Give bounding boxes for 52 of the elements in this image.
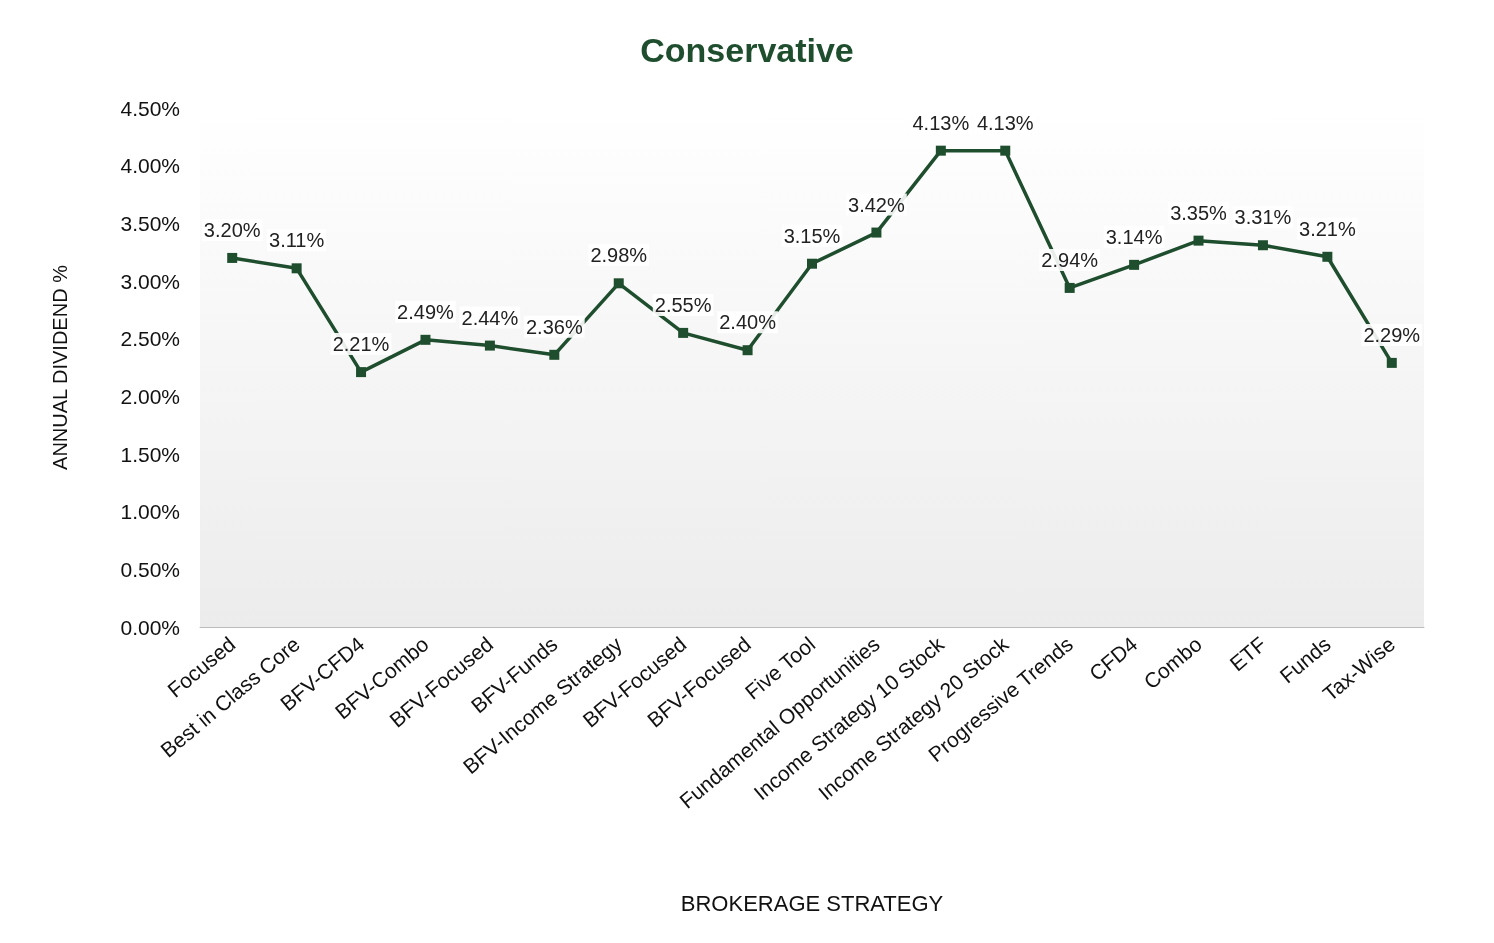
data-label: 2.36% [525, 315, 583, 338]
point [1257, 240, 1268, 251]
data-label: 2.44% [461, 306, 519, 329]
y-tick-label: 4.50% [120, 96, 180, 120]
point [742, 345, 753, 356]
data-label: 2.29% [1363, 323, 1421, 346]
y-tick-label: 1.50% [120, 442, 180, 466]
point [871, 227, 882, 238]
y-axis-title: ANNUAL DIVIDEND % [49, 264, 71, 470]
y-tick-label: 3.00% [120, 269, 180, 293]
point [1064, 282, 1075, 293]
point [807, 258, 817, 269]
point [484, 340, 495, 351]
data-label: 2.98% [590, 244, 648, 267]
data-label: 3.35% [1170, 201, 1228, 224]
y-tick-label: 0.00% [120, 615, 180, 639]
data-label: 3.20% [203, 218, 261, 241]
y-tick-label: 1.00% [120, 500, 180, 524]
data-label: 2.94% [1041, 248, 1099, 271]
y-tick-label: 4.00% [120, 154, 180, 178]
point [1000, 145, 1011, 156]
data-label: 3.15% [783, 224, 841, 247]
data-label: 2.40% [719, 311, 777, 334]
data-label: 4.13% [976, 111, 1034, 134]
point [356, 367, 367, 378]
point [1193, 235, 1204, 246]
y-tick-label: 3.50% [120, 211, 180, 235]
point [1386, 357, 1397, 368]
y-tick-label: 2.50% [120, 327, 180, 351]
point [678, 327, 689, 338]
data-label: 2.21% [332, 333, 390, 356]
data-label: 3.11% [269, 229, 325, 252]
point [291, 263, 302, 274]
x-axis-title: BROKERAGE STRATEGY [680, 890, 944, 916]
point [613, 278, 624, 289]
data-label: 2.49% [397, 300, 455, 323]
point [420, 334, 431, 345]
point [1322, 251, 1333, 262]
point [1129, 259, 1140, 270]
data-label: 4.13% [912, 111, 970, 134]
y-tick-label: 2.00% [120, 384, 180, 408]
data-label: 2.55% [654, 293, 712, 316]
data-label: 3.42% [848, 193, 905, 216]
data-label: 3.14% [1105, 225, 1163, 248]
y-tick-label: 0.50% [120, 557, 180, 581]
x-tick-label: ETF [1225, 632, 1271, 676]
point [935, 145, 946, 156]
point [549, 349, 560, 360]
point [227, 252, 238, 263]
data-label: 3.31% [1234, 206, 1292, 229]
data-label: 3.21% [1299, 217, 1356, 240]
chart-title: Conservative [640, 31, 854, 69]
